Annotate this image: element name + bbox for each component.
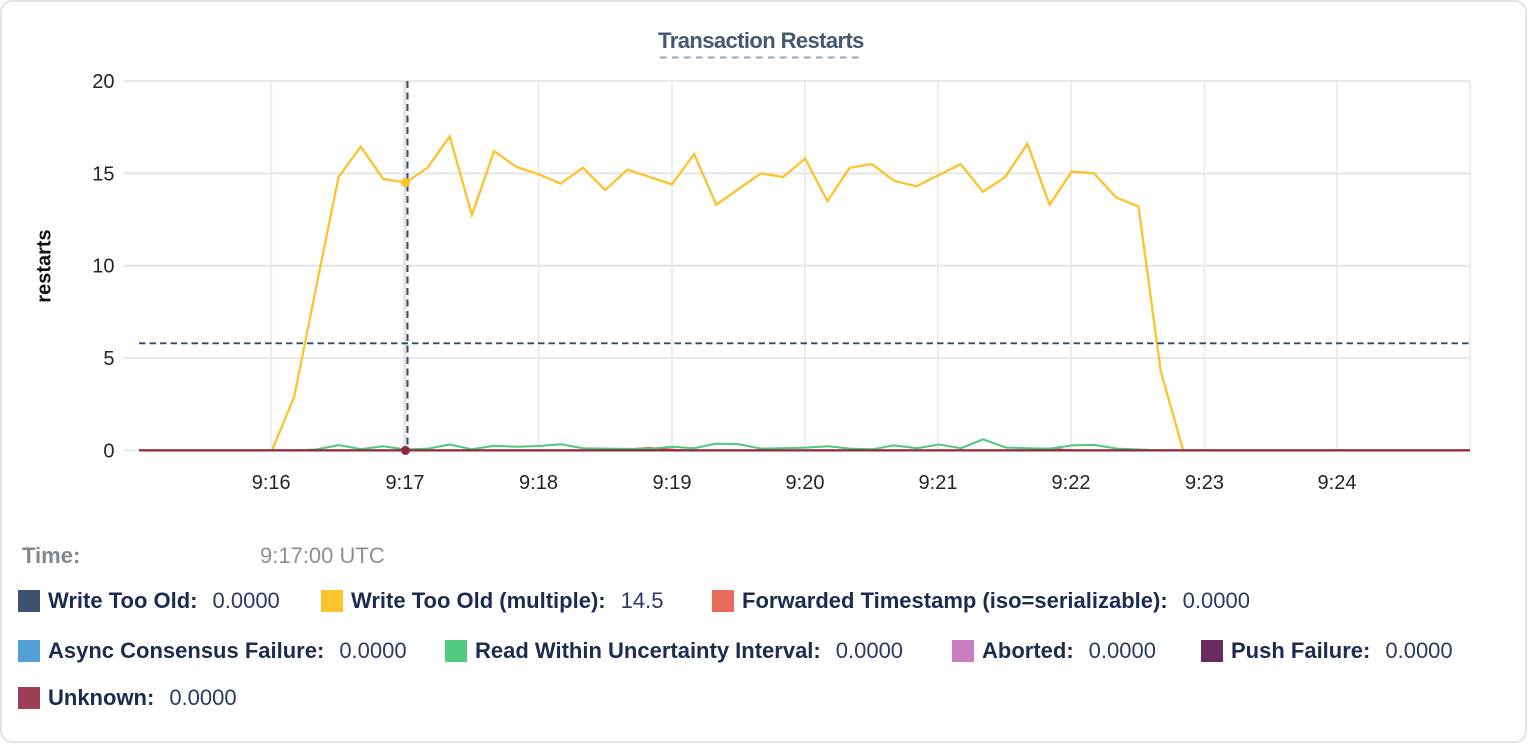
svg-text:9:22: 9:22	[1052, 472, 1091, 494]
svg-text:9:16: 9:16	[252, 472, 291, 494]
svg-text:10: 10	[92, 256, 114, 278]
svg-text:0: 0	[103, 440, 114, 462]
svg-text:5: 5	[103, 348, 114, 370]
svg-text:9:24: 9:24	[1318, 472, 1357, 494]
svg-text:15: 15	[92, 163, 114, 185]
svg-text:Transaction Restarts: Transaction Restarts	[658, 28, 864, 53]
svg-text:restarts: restarts	[34, 229, 56, 302]
svg-text:9:17: 9:17	[386, 472, 425, 494]
svg-text:9:18: 9:18	[519, 472, 558, 494]
svg-text:9:19: 9:19	[653, 472, 692, 494]
svg-text:9:21: 9:21	[919, 472, 958, 494]
svg-text:9:23: 9:23	[1185, 472, 1224, 494]
svg-text:20: 20	[92, 71, 114, 93]
svg-text:9:20: 9:20	[786, 472, 825, 494]
